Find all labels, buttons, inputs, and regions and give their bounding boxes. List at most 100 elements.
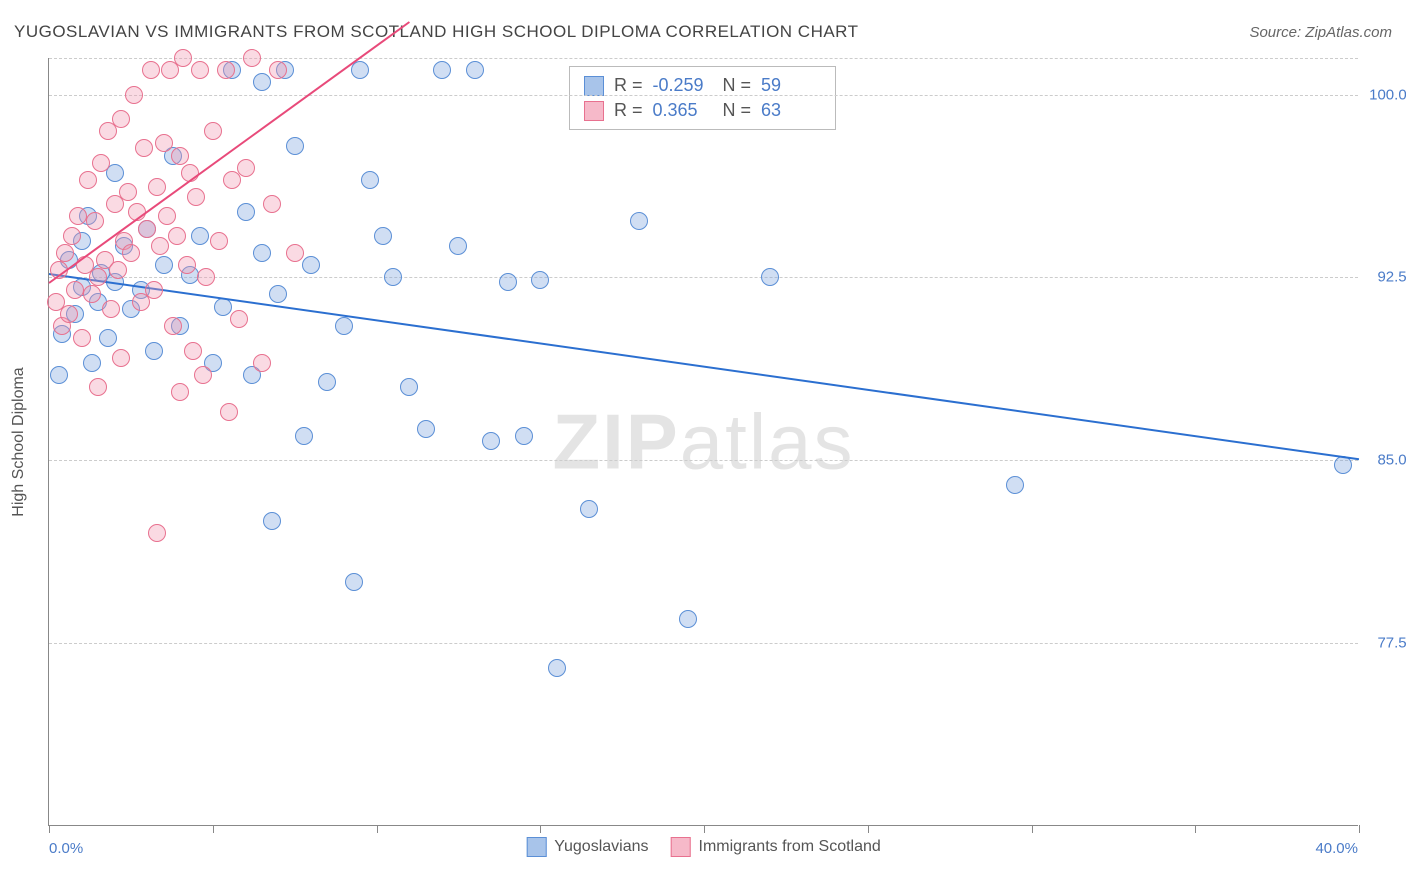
x-tick [213,825,214,833]
stat-r-value: -0.259 [653,75,713,96]
data-point [171,147,189,165]
data-point [119,183,137,201]
data-point [515,427,533,445]
stat-n-label: N = [723,75,752,96]
data-point [69,207,87,225]
data-point [145,281,163,299]
data-point [184,342,202,360]
data-point [155,134,173,152]
x-tick [540,825,541,833]
data-point [164,317,182,335]
data-point [151,237,169,255]
data-point [1006,476,1024,494]
data-point [135,139,153,157]
trend-line [49,273,1359,460]
data-point [174,49,192,67]
data-point [253,73,271,91]
x-tick [1195,825,1196,833]
stat-n-value: 63 [761,100,821,121]
data-point [237,159,255,177]
data-point [148,178,166,196]
legend-item: Yugoslavians [526,837,648,857]
gridline [49,643,1358,644]
stats-legend-box: R = -0.259 N = 59 R = 0.365 N = 63 [569,66,836,130]
data-point [73,329,91,347]
data-point [102,300,120,318]
data-point [400,378,418,396]
data-point [295,427,313,445]
chart-title: YUGOSLAVIAN VS IMMIGRANTS FROM SCOTLAND … [14,22,859,42]
data-point [204,122,222,140]
data-point [89,268,107,286]
data-point [56,244,74,262]
data-point [449,237,467,255]
x-tick [377,825,378,833]
swatch-icon [526,837,546,857]
data-point [318,373,336,391]
data-point [187,188,205,206]
data-point [286,244,304,262]
data-point [79,171,97,189]
y-tick-label: 85.0% [1377,452,1406,469]
data-point [217,61,235,79]
data-point [63,227,81,245]
data-point [433,61,451,79]
data-point [155,256,173,274]
data-point [351,61,369,79]
data-point [243,49,261,67]
data-point [66,281,84,299]
data-point [83,354,101,372]
data-point [50,366,68,384]
data-point [178,256,196,274]
data-point [761,268,779,286]
data-point [210,232,228,250]
scatter-plot: High School Diploma 0.0% 40.0% ZIPatlas … [48,58,1358,826]
data-point [263,512,281,530]
data-point [194,366,212,384]
x-tick [868,825,869,833]
data-point [253,244,271,262]
data-point [60,305,78,323]
y-tick-label: 92.5% [1377,269,1406,286]
data-point [466,61,484,79]
data-point [335,317,353,335]
data-point [253,354,271,372]
legend-label: Immigrants from Scotland [699,838,881,856]
data-point [109,261,127,279]
data-point [531,271,549,289]
data-point [220,403,238,421]
x-tick [1359,825,1360,833]
data-point [499,273,517,291]
gridline [49,277,1358,278]
data-point [191,227,209,245]
data-point [361,171,379,189]
y-tick-label: 77.5% [1377,635,1406,652]
x-tick [1032,825,1033,833]
swatch-icon [584,76,604,96]
data-point [171,383,189,401]
gridline [49,95,1358,96]
data-point [92,154,110,172]
data-point [630,212,648,230]
data-point [237,203,255,221]
data-point [580,500,598,518]
data-point [86,212,104,230]
data-point [148,524,166,542]
data-point [145,342,163,360]
stat-n-label: N = [723,100,752,121]
data-point [122,244,140,262]
chart-header: YUGOSLAVIAN VS IMMIGRANTS FROM SCOTLAND … [14,22,1392,42]
stat-n-value: 59 [761,75,821,96]
data-point [112,349,130,367]
data-point [679,610,697,628]
chart-source: Source: ZipAtlas.com [1249,24,1392,41]
data-point [138,220,156,238]
data-point [302,256,320,274]
data-point [482,432,500,450]
stat-r-label: R = [614,75,643,96]
data-point [83,285,101,303]
data-point [142,61,160,79]
data-point [168,227,186,245]
legend-item: Immigrants from Scotland [671,837,881,857]
data-point [99,329,117,347]
